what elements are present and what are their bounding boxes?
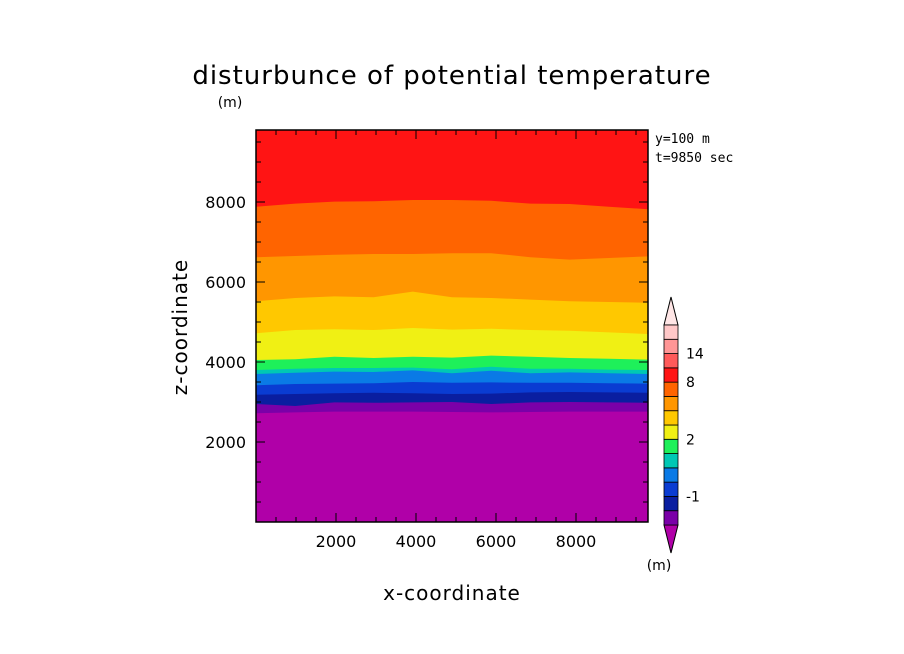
colorbar: -1 2 8 14	[663, 296, 704, 554]
colorbar-label: 2	[686, 432, 695, 448]
y-unit-label: (m)	[218, 95, 243, 111]
annotation-t: t=9850 sec	[655, 151, 733, 166]
colorbar-swatch	[663, 496, 679, 512]
colorbar-top-arrow	[663, 296, 679, 326]
y-tick-label: 2000	[205, 433, 246, 452]
colorbar-swatch	[663, 410, 679, 426]
y-tick-label: 4000	[205, 353, 246, 372]
x-axis-label: x-coordinate	[383, 581, 521, 605]
colorbar-swatch	[663, 438, 679, 454]
y-axis-label: z-coordinate	[168, 259, 192, 395]
colorbar-swatch	[663, 453, 679, 469]
colorbar-swatch	[663, 510, 679, 526]
plot-frame	[255, 129, 649, 523]
colorbar-swatch	[663, 481, 679, 497]
colorbar-swatch	[663, 353, 679, 369]
colorbar-bottom-arrow	[663, 524, 679, 554]
colorbar-swatch	[663, 396, 679, 412]
y-tick-label: 8000	[205, 193, 246, 212]
annotation-y: y=100 m	[655, 132, 710, 147]
colorbar-swatch	[663, 338, 679, 354]
contour-bands	[256, 130, 648, 522]
colorbar-label: -1	[686, 489, 700, 505]
x-tick-label: 6000	[476, 532, 517, 551]
x-tick-label: 2000	[316, 532, 357, 551]
colorbar-swatch	[663, 324, 679, 340]
colorbar-swatch	[663, 381, 679, 397]
axes: 2000 4000 6000 8000 2000 4000 6000 8000	[205, 129, 649, 551]
colorbar-unit-label: (m)	[647, 558, 672, 574]
y-tick-label: 6000	[205, 273, 246, 292]
colorbar-swatch	[663, 424, 679, 440]
x-tick-label: 4000	[396, 532, 437, 551]
colorbar-label: 14	[686, 347, 704, 363]
colorbar-label: 8	[686, 375, 695, 391]
colorbar-swatch	[663, 367, 679, 383]
x-tick-label: 8000	[556, 532, 597, 551]
contour-band	[256, 411, 648, 522]
colorbar-swatch	[663, 467, 679, 483]
chart-title: disturbunce of potential temperature	[192, 61, 711, 91]
